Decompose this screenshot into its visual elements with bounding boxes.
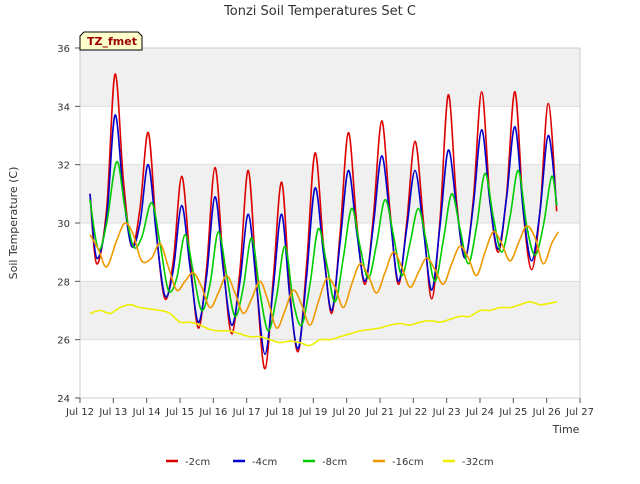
annotation-badge-shape (79, 31, 143, 51)
y-axis-label: Soil Temperature (C) (7, 167, 20, 280)
x-tick-label: Jul 22 (398, 407, 427, 418)
y-tick-label: 28 (57, 277, 70, 288)
plot-background-bands (80, 48, 580, 398)
x-tick-label: Jul 16 (198, 407, 227, 418)
background-band (80, 106, 580, 165)
legend-label: -32cm (462, 457, 494, 468)
x-tick-label: Jul 18 (265, 407, 294, 418)
x-tick-label: Jul 24 (465, 407, 494, 418)
legend-label: -16cm (392, 457, 424, 468)
legend-label: -4cm (252, 457, 277, 468)
x-tick-label: Jul 21 (365, 407, 394, 418)
y-tick-label: 32 (57, 161, 70, 172)
legend: -2cm -4cm -8cm -16cm -32cm (166, 457, 494, 468)
x-tick-label: Jul 13 (98, 407, 127, 418)
x-tick-label: Jul 27 (565, 407, 594, 418)
y-tick-label: 30 (57, 219, 70, 230)
series-line-neg8cm (89, 160, 558, 332)
legend-label: -2cm (185, 457, 210, 468)
y-tick-label: 34 (57, 102, 70, 113)
x-tick-label: Jul 14 (132, 407, 161, 418)
background-band (80, 339, 580, 398)
annotation-badge: TZ_fmet (79, 31, 143, 51)
x-tick-label: Jul 15 (165, 407, 194, 418)
series-line-neg16cm (89, 222, 559, 329)
x-tick-label: Jul 20 (332, 407, 361, 418)
x-tick-label: Jul 19 (298, 407, 327, 418)
annotation-text: TZ_fmet (87, 35, 137, 48)
y-tick-label: 36 (57, 44, 70, 55)
x-tick-label: Jul 23 (432, 407, 461, 418)
y-tick-label: 26 (57, 336, 70, 347)
y-axis: 24 26 28 30 32 34 36 (57, 44, 80, 405)
background-band (80, 48, 580, 107)
x-tick-label: Jul 25 (498, 407, 527, 418)
chart-title: Tonzi Soil Temperatures Set C (223, 4, 416, 19)
x-tick-label: Jul 12 (65, 407, 94, 418)
x-axis: Jul 12 Jul 13 Jul 14 Jul 15 Jul 16 Jul 17 Jul … (65, 398, 594, 418)
background-band (80, 164, 580, 223)
legend-label: -8cm (322, 457, 347, 468)
y-tick-label: 24 (57, 394, 70, 405)
x-axis-label: Time (552, 423, 580, 436)
series-layer (89, 73, 559, 370)
x-tick-label: Jul 26 (532, 407, 561, 418)
series-line-neg32cm (89, 301, 557, 347)
x-tick-label: Jul 17 (232, 407, 261, 418)
